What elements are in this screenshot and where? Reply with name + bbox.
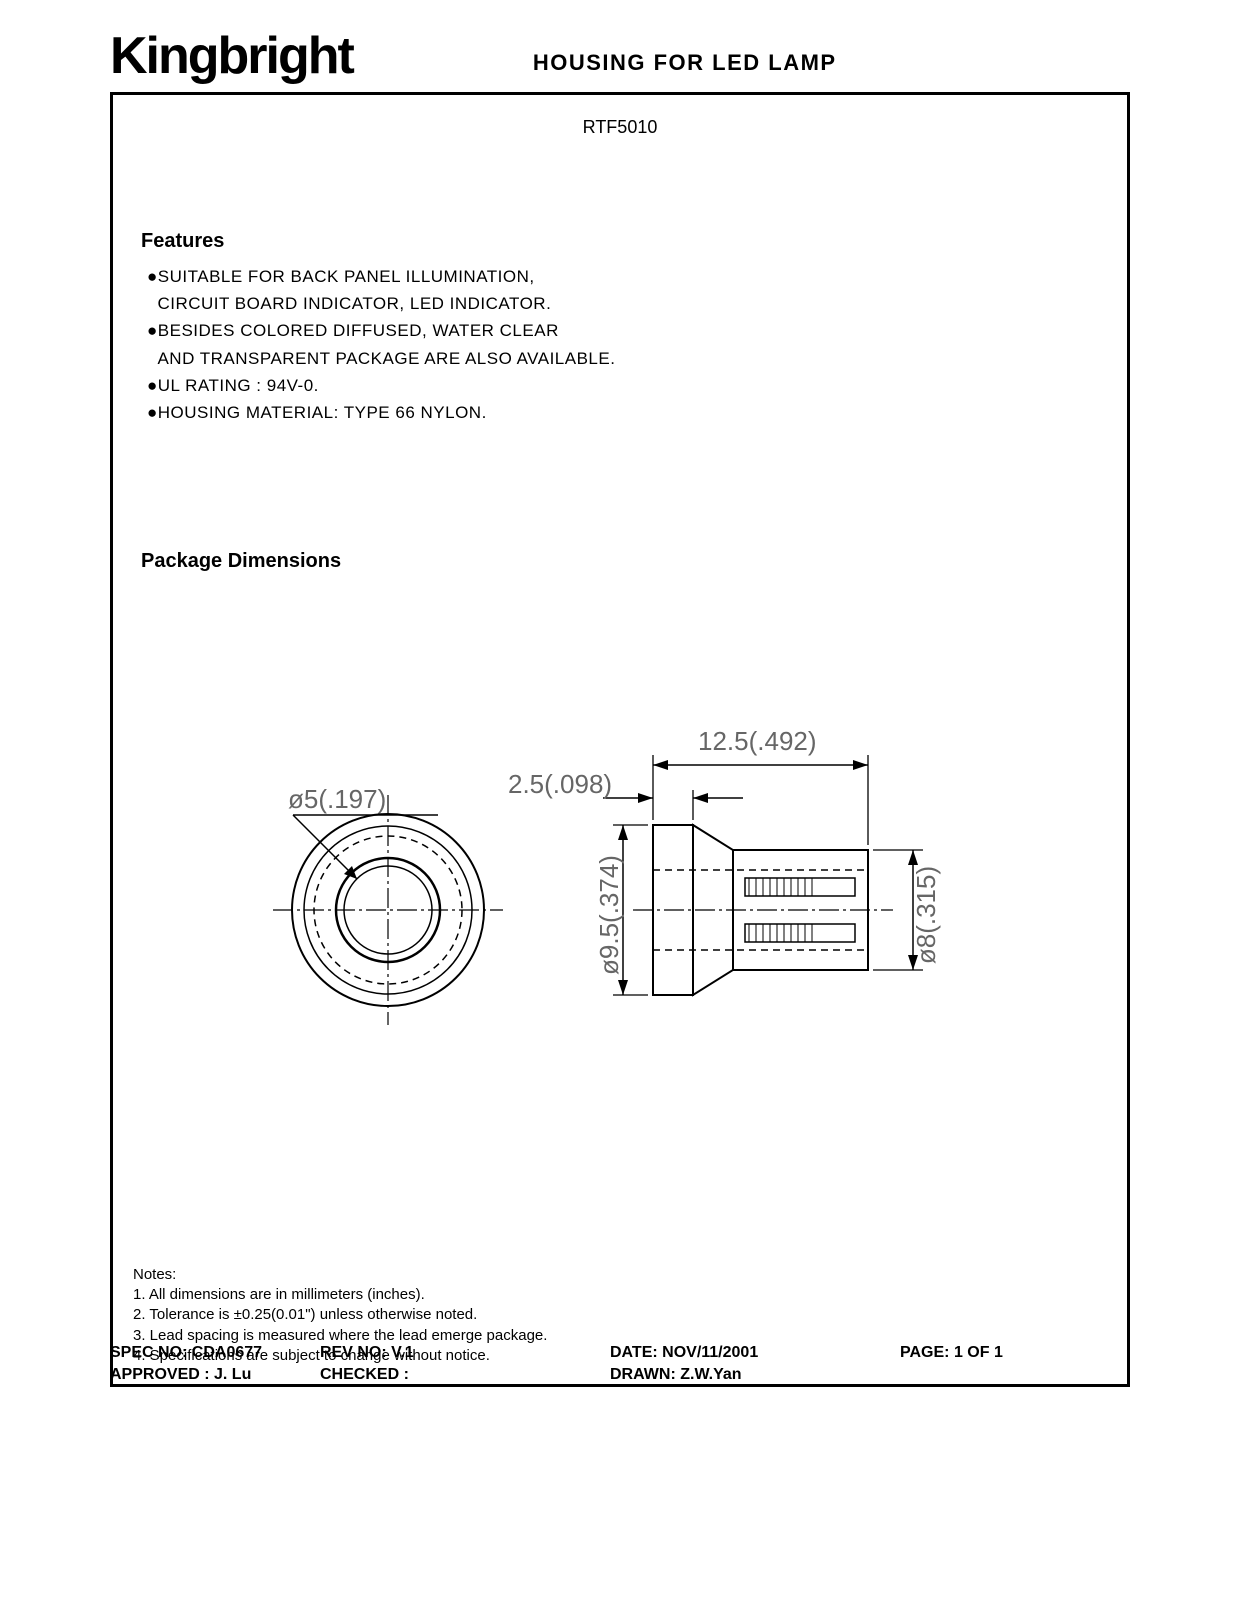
feature-line: ●SUITABLE FOR BACK PANEL ILLUMINATION, [147, 263, 615, 290]
features-heading: Features [141, 230, 615, 253]
spec-no: SPEC NO: CDA0677 [110, 1344, 320, 1362]
feature-line: ●BESIDES COLORED DIFFUSED, WATER CLEAR [147, 317, 615, 344]
note-line: 2. Tolerance is ±0.25(0.01") unless othe… [133, 1305, 547, 1325]
approved: APPROVED : J. Lu [110, 1366, 320, 1384]
date: DATE: NOV/11/2001 [610, 1344, 900, 1362]
dim-dia9-5: ø9.5(.374) [594, 855, 624, 975]
dim-2-5: 2.5(.098) [508, 769, 612, 799]
package-drawing: ø5(.197) [213, 690, 1033, 1050]
brand-logo: Kingbright [110, 30, 353, 82]
feature-line: AND TRANSPARENT PACKAGE ARE ALSO AVAILAB… [147, 345, 615, 372]
document-header: Kingbright HOUSING FOR LED LAMP [110, 30, 1130, 82]
package-dimensions-heading: Package Dimensions [141, 550, 341, 573]
dim-dia8: ø8(.315) [911, 866, 941, 964]
part-number: RTF5010 [113, 117, 1127, 138]
document-title: HOUSING FOR LED LAMP [533, 50, 837, 82]
checked: CHECKED : [320, 1366, 610, 1384]
feature-line: ●UL RATING : 94V-0. [147, 372, 615, 399]
dim-dia5: ø5(.197) [288, 784, 386, 814]
feature-line: ●HOUSING MATERIAL: TYPE 66 NYLON. [147, 399, 615, 426]
features-section: Features ●SUITABLE FOR BACK PANEL ILLUMI… [141, 230, 615, 426]
note-line: 1. All dimensions are in millimeters (in… [133, 1285, 547, 1305]
feature-line: CIRCUIT BOARD INDICATOR, LED INDICATOR. [147, 290, 615, 317]
drawn: DRAWN: Z.W.Yan [610, 1366, 900, 1384]
content-frame: RTF5010 Features ●SUITABLE FOR BACK PANE… [110, 92, 1130, 1387]
footer: SPEC NO: CDA0677 REV NO: V.1 DATE: NOV/1… [110, 1340, 1130, 1384]
page: PAGE: 1 OF 1 [900, 1344, 1130, 1362]
rev-no: REV NO: V.1 [320, 1344, 610, 1362]
dim-12-5: 12.5(.492) [698, 726, 817, 756]
notes-heading: Notes: [133, 1266, 547, 1283]
